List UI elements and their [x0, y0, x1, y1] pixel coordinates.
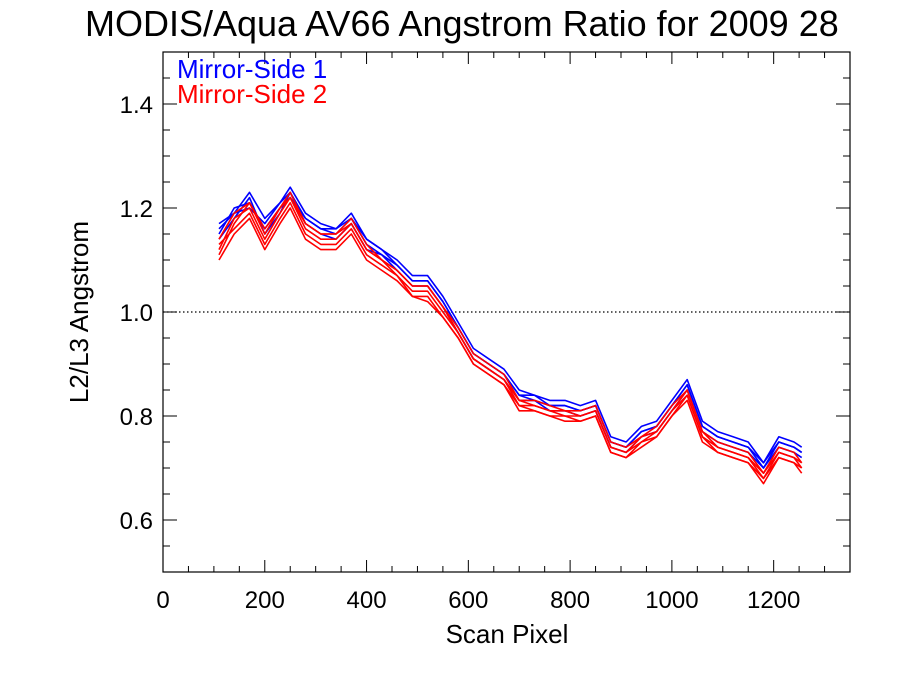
- y-tick-label: 1.4: [120, 92, 153, 119]
- chart-title: MODIS/Aqua AV66 Angstrom Ratio for 2009 …: [85, 3, 839, 44]
- plot-frame: [162, 51, 851, 573]
- series-2-curve-3: [218, 202, 803, 480]
- legend-mirror-side-1: Mirror-Side 1: [177, 54, 327, 84]
- series-1-curve-4: [218, 191, 803, 464]
- y-tick-label: 0.8: [120, 404, 153, 431]
- series-1-curve-2: [218, 196, 803, 469]
- x-tick-label: 1000: [645, 587, 698, 614]
- y-axis-label: L2/L3 Angstrom: [64, 221, 94, 403]
- x-tick-label: 800: [550, 587, 590, 614]
- x-tick-label: 0: [156, 587, 169, 614]
- x-axis-label: Scan Pixel: [446, 619, 569, 649]
- x-axis-ticks: 0 200 400 600 800 1000 1200: [156, 52, 826, 614]
- series-2-curve-2: [218, 196, 803, 480]
- x-tick-label: 200: [245, 587, 285, 614]
- plot-border: [162, 51, 851, 573]
- y-axis-ticks: 0.6 0.8 1.0 1.2 1.4: [120, 77, 850, 547]
- y-tick-label: 1.2: [120, 196, 153, 223]
- data-curves: [218, 186, 803, 485]
- x-tick-label: 1200: [747, 587, 800, 614]
- x-tick-label: 400: [347, 587, 387, 614]
- y-tick-label: 0.6: [120, 508, 153, 535]
- x-tick-label: 600: [448, 587, 488, 614]
- series-2-curve-5: [218, 207, 803, 485]
- series-1-curve-1: [218, 186, 803, 464]
- y-tick-label: 1.0: [120, 300, 153, 327]
- series-2-curve-4: [218, 196, 803, 474]
- legend-mirror-side-2: Mirror-Side 2: [177, 79, 327, 109]
